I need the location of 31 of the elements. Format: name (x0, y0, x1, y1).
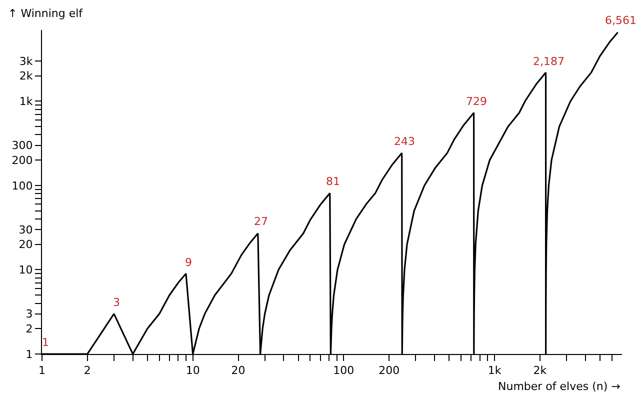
x-axis-title: Number of elves (n) → (498, 380, 620, 393)
x-tick-label: 100 (333, 364, 354, 378)
x-tick-label: 1k (488, 364, 502, 378)
y-tick-label: 200 (12, 154, 33, 167)
y-tick-label: 3k (19, 54, 34, 68)
y-tick-label: 20 (18, 238, 33, 252)
x-tick-label: 1 (38, 364, 46, 378)
y-tick-label: 2k (19, 70, 34, 83)
y-tick-label: 300 (12, 139, 33, 152)
x-tick-label: 200 (378, 364, 400, 378)
annotation: 81 (326, 175, 340, 188)
y-tick-label: 10 (18, 264, 33, 277)
x-tick-label: 2 (84, 364, 91, 378)
x-tick-label: 2k (533, 364, 548, 378)
y-tick-label: 30 (18, 223, 33, 236)
y-axis-title: ↑ Winning elf (8, 7, 84, 20)
annotation: 6,561 (605, 14, 636, 27)
annotation: 27 (254, 215, 268, 228)
x-tick-label: 20 (231, 364, 246, 378)
annotation: 9 (185, 256, 192, 269)
annotation: 1 (42, 336, 49, 349)
annotation: 243 (394, 135, 415, 148)
y-tick-label: 3 (26, 308, 33, 321)
y-tick-label: 2 (26, 322, 33, 336)
y-tick-label: 100 (12, 179, 33, 192)
y-tick-label: 1k (19, 95, 34, 108)
y-tick-label: 1 (26, 348, 33, 361)
annotation: 729 (466, 95, 487, 108)
x-tick-label: 10 (186, 364, 200, 378)
annotation: 3 (113, 296, 120, 309)
annotation: 2,187 (533, 55, 564, 68)
